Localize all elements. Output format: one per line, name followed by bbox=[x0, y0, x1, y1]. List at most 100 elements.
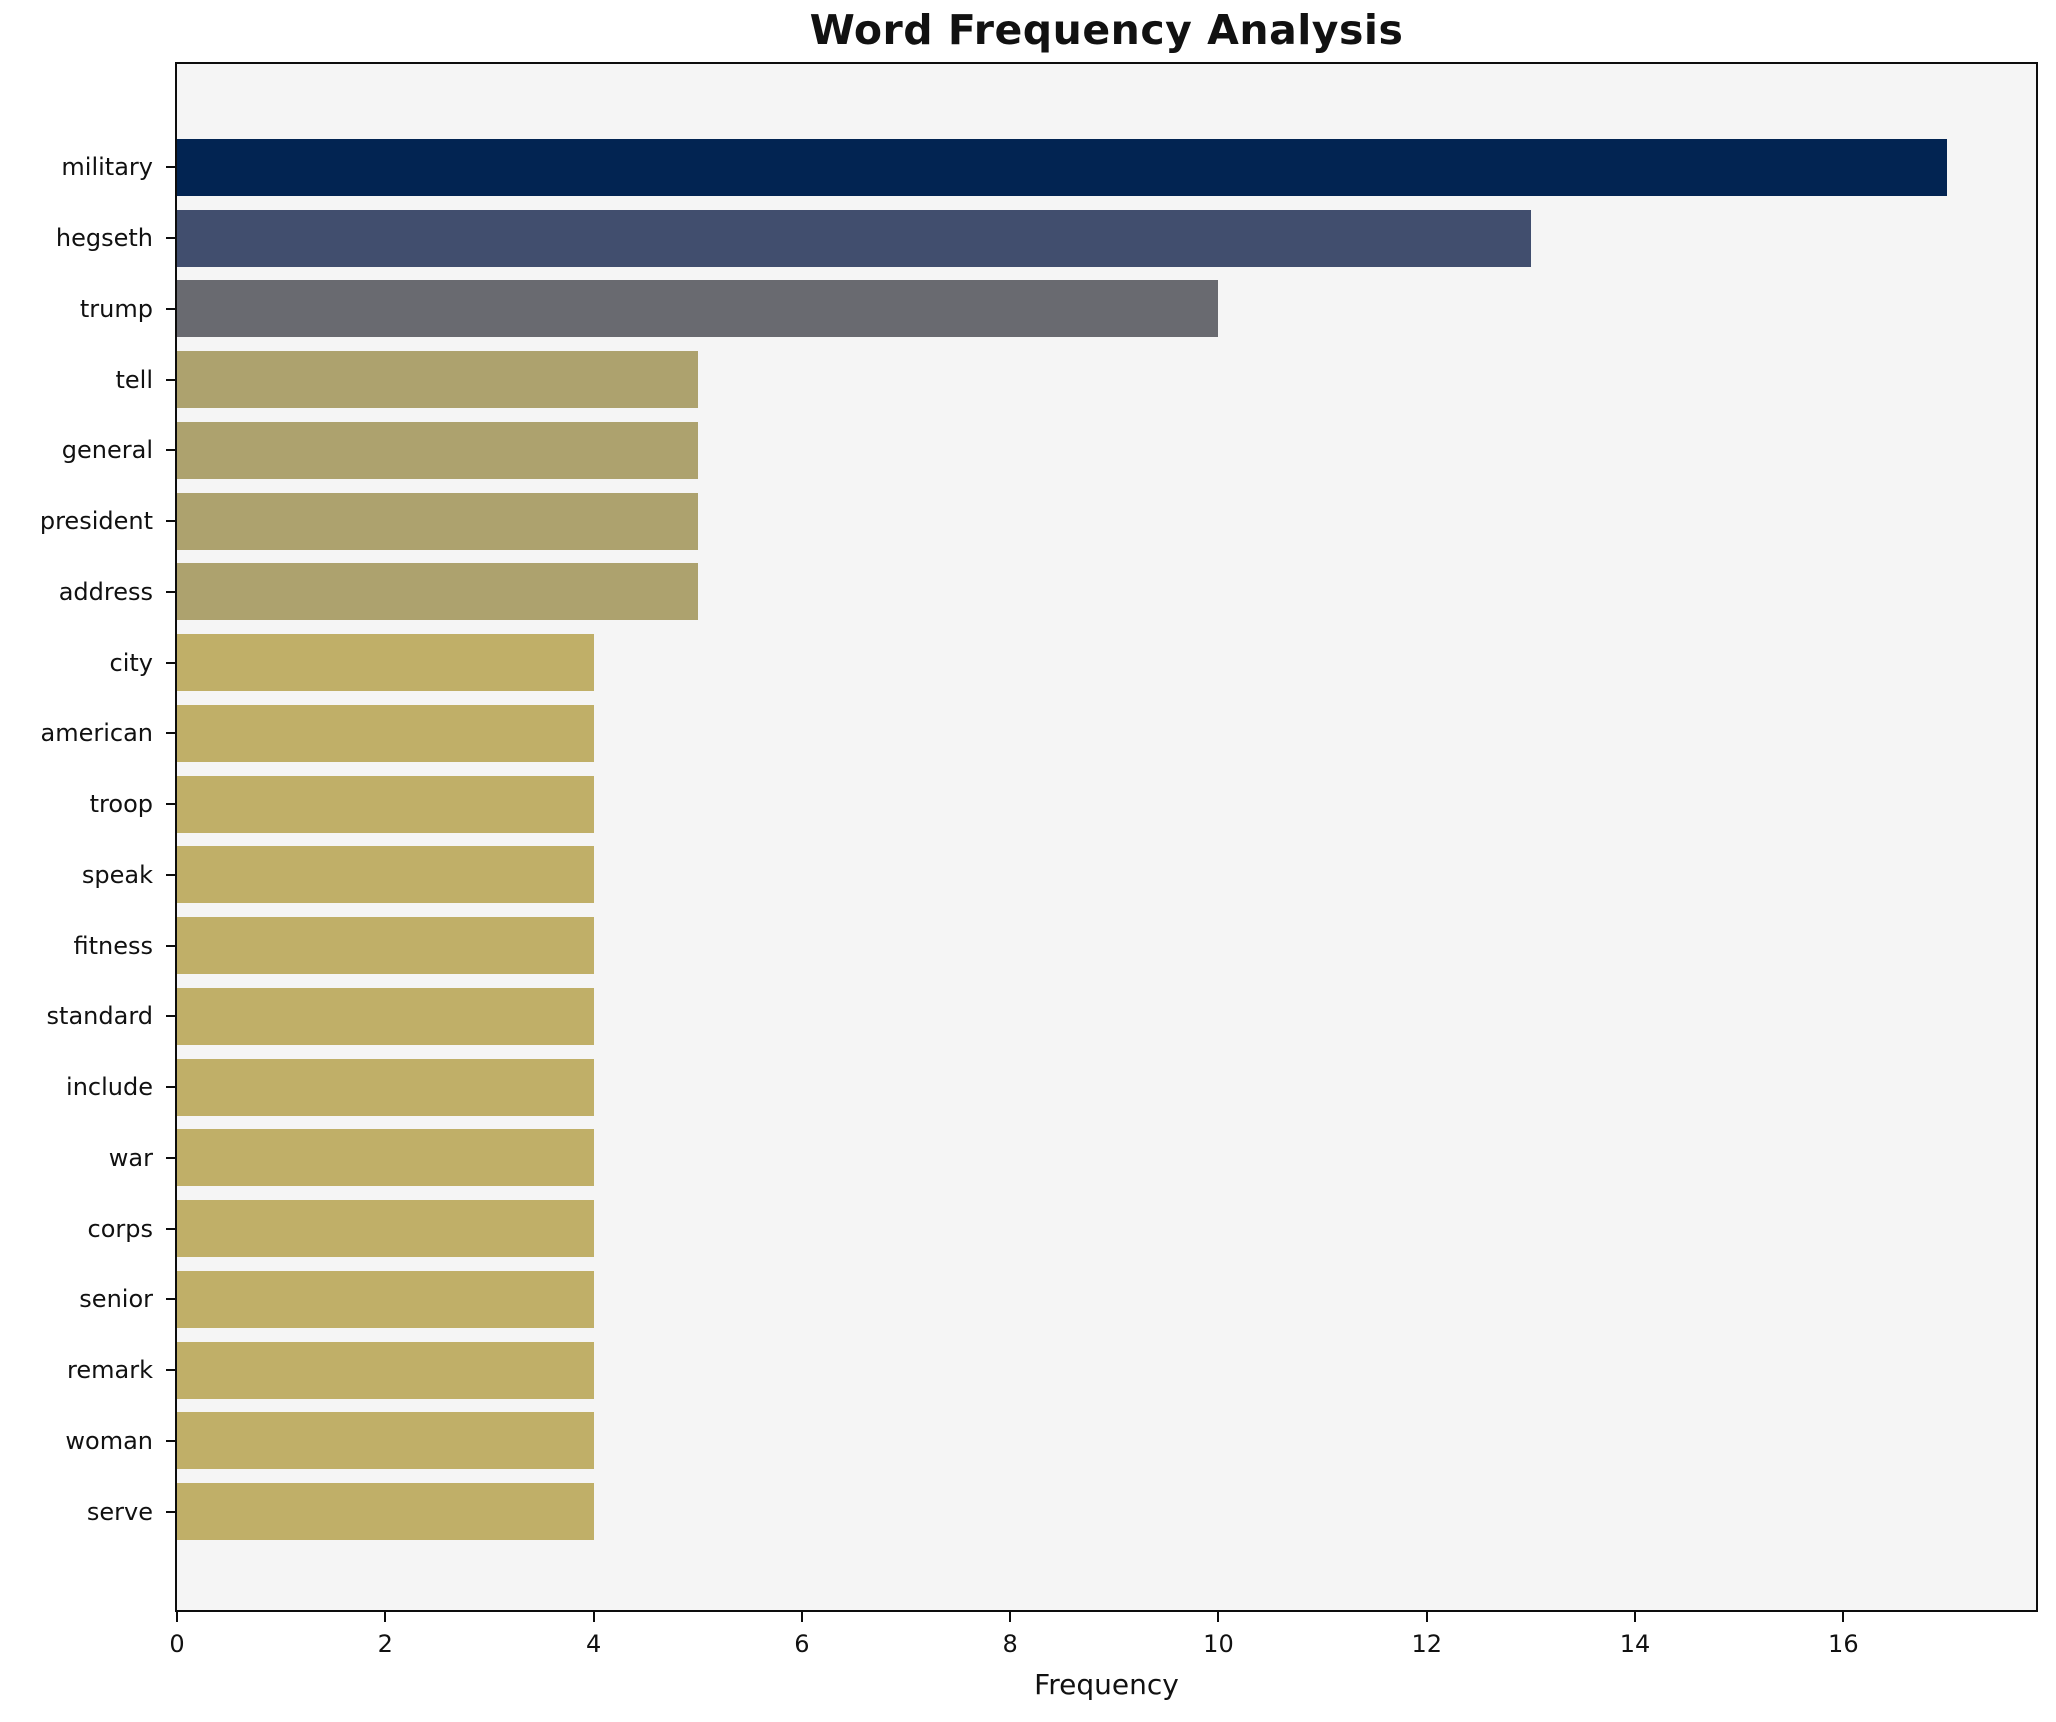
y-tick-mark bbox=[166, 1298, 175, 1301]
y-tick-mark bbox=[166, 449, 175, 452]
y-tick-mark bbox=[166, 732, 175, 735]
x-tick-label-12: 12 bbox=[1411, 1630, 1443, 1658]
x-tick-label-14: 14 bbox=[1619, 1630, 1651, 1658]
bar-include bbox=[177, 1058, 594, 1116]
bar-row bbox=[177, 1264, 2036, 1335]
x-tick-mark bbox=[1842, 1612, 1845, 1622]
bar-row bbox=[177, 1123, 2036, 1194]
y-tick-mark bbox=[166, 803, 175, 806]
bar-row bbox=[177, 1406, 2036, 1477]
y-tick-mark bbox=[166, 1156, 175, 1159]
y-tick-label-remark: remark bbox=[67, 1356, 153, 1385]
y-tick-label-address: address bbox=[58, 577, 153, 606]
x-tick-mark bbox=[592, 1612, 595, 1622]
bar-tell bbox=[177, 351, 698, 409]
bar-president bbox=[177, 492, 698, 550]
bar-row bbox=[177, 1193, 2036, 1264]
bar-address bbox=[177, 563, 698, 621]
y-tick-mark bbox=[166, 520, 175, 523]
bar-serve bbox=[177, 1483, 594, 1541]
bar-troop bbox=[177, 775, 594, 833]
y-tick-label-woman: woman bbox=[65, 1426, 153, 1455]
y-tick-mark bbox=[166, 1369, 175, 1372]
y-tick-mark bbox=[166, 307, 175, 310]
y-tick-label-fitness: fitness bbox=[73, 931, 153, 960]
y-tick-label-troop: troop bbox=[89, 790, 153, 819]
x-tick-mark bbox=[800, 1612, 803, 1622]
bar-trump bbox=[177, 280, 1219, 338]
y-tick-label-military: military bbox=[61, 153, 153, 182]
y-tick-label-serve: serve bbox=[86, 1497, 153, 1526]
x-tick-label-4: 4 bbox=[585, 1630, 602, 1658]
bars-region bbox=[177, 132, 2036, 1547]
y-tick-mark bbox=[166, 166, 175, 169]
y-tick-mark bbox=[166, 1086, 175, 1089]
x-tick-label-10: 10 bbox=[1203, 1630, 1234, 1658]
y-tick-label-hegseth: hegseth bbox=[55, 224, 153, 253]
y-tick-label-general: general bbox=[61, 436, 153, 465]
plot-area bbox=[175, 62, 2038, 1612]
bar-row bbox=[177, 415, 2036, 486]
y-tick-label-trump: trump bbox=[79, 294, 153, 323]
bar-corps bbox=[177, 1200, 594, 1258]
bar-row bbox=[177, 1335, 2036, 1406]
bar-row bbox=[177, 557, 2036, 628]
bar-row bbox=[177, 274, 2036, 345]
chart-title: Word Frequency Analysis bbox=[809, 6, 1404, 54]
bar-row bbox=[177, 132, 2036, 203]
y-tick-label-corps: corps bbox=[87, 1214, 153, 1243]
x-tick-mark bbox=[384, 1612, 387, 1622]
bar-senior bbox=[177, 1270, 594, 1328]
bar-general bbox=[177, 421, 698, 479]
y-tick-mark bbox=[166, 873, 175, 876]
y-tick-mark bbox=[166, 1227, 175, 1230]
y-tick-mark bbox=[166, 1439, 175, 1442]
x-tick-label-2: 2 bbox=[377, 1630, 393, 1658]
y-tick-label-war: war bbox=[108, 1143, 153, 1172]
bar-remark bbox=[177, 1341, 594, 1399]
bar-military bbox=[177, 138, 1948, 196]
bar-row bbox=[177, 1052, 2036, 1123]
bar-row bbox=[177, 486, 2036, 557]
bar-row bbox=[177, 981, 2036, 1052]
x-axis-label: Frequency bbox=[1034, 1668, 1179, 1701]
x-tick-mark bbox=[1009, 1612, 1012, 1622]
x-tick-mark bbox=[176, 1612, 178, 1622]
bar-row bbox=[177, 627, 2036, 698]
bar-row bbox=[177, 840, 2036, 911]
bar-row bbox=[177, 1476, 2036, 1547]
bar-row bbox=[177, 769, 2036, 840]
bar-speak bbox=[177, 846, 594, 904]
bar-hegseth bbox=[177, 209, 1531, 267]
y-tick-mark bbox=[166, 590, 175, 593]
x-tick-mark bbox=[1217, 1612, 1220, 1622]
x-tick-label-6: 6 bbox=[794, 1630, 810, 1658]
bar-war bbox=[177, 1129, 594, 1187]
bar-row bbox=[177, 698, 2036, 769]
bar-american bbox=[177, 704, 594, 762]
y-tick-label-president: president bbox=[39, 507, 153, 536]
y-tick-label-american: american bbox=[40, 719, 154, 748]
x-tick-mark bbox=[1634, 1612, 1637, 1622]
bar-woman bbox=[177, 1412, 594, 1470]
y-tick-label-speak: speak bbox=[81, 860, 153, 889]
bar-city bbox=[177, 634, 594, 692]
bar-row bbox=[177, 203, 2036, 274]
y-axis: military hegseth trump tell general president… bbox=[0, 64, 175, 1610]
y-tick-mark bbox=[166, 944, 175, 947]
y-tick-mark bbox=[166, 1510, 175, 1513]
x-tick-label-16: 16 bbox=[1828, 1630, 1859, 1658]
x-axis: 0 2 4 6 8 10 12 14 16 bbox=[169, 1612, 2036, 1672]
y-tick-label-tell: tell bbox=[115, 365, 153, 394]
y-tick-mark bbox=[166, 661, 175, 664]
y-tick-label-include: include bbox=[66, 1073, 153, 1102]
x-tick-mark bbox=[1425, 1612, 1428, 1622]
bar-row bbox=[177, 344, 2036, 415]
y-tick-mark bbox=[166, 378, 175, 381]
bar-row bbox=[177, 910, 2036, 981]
x-tick-label-0: 0 bbox=[169, 1630, 185, 1658]
y-tick-label-senior: senior bbox=[79, 1285, 153, 1314]
y-tick-mark bbox=[166, 1015, 175, 1018]
y-tick-label-city: city bbox=[109, 648, 153, 677]
